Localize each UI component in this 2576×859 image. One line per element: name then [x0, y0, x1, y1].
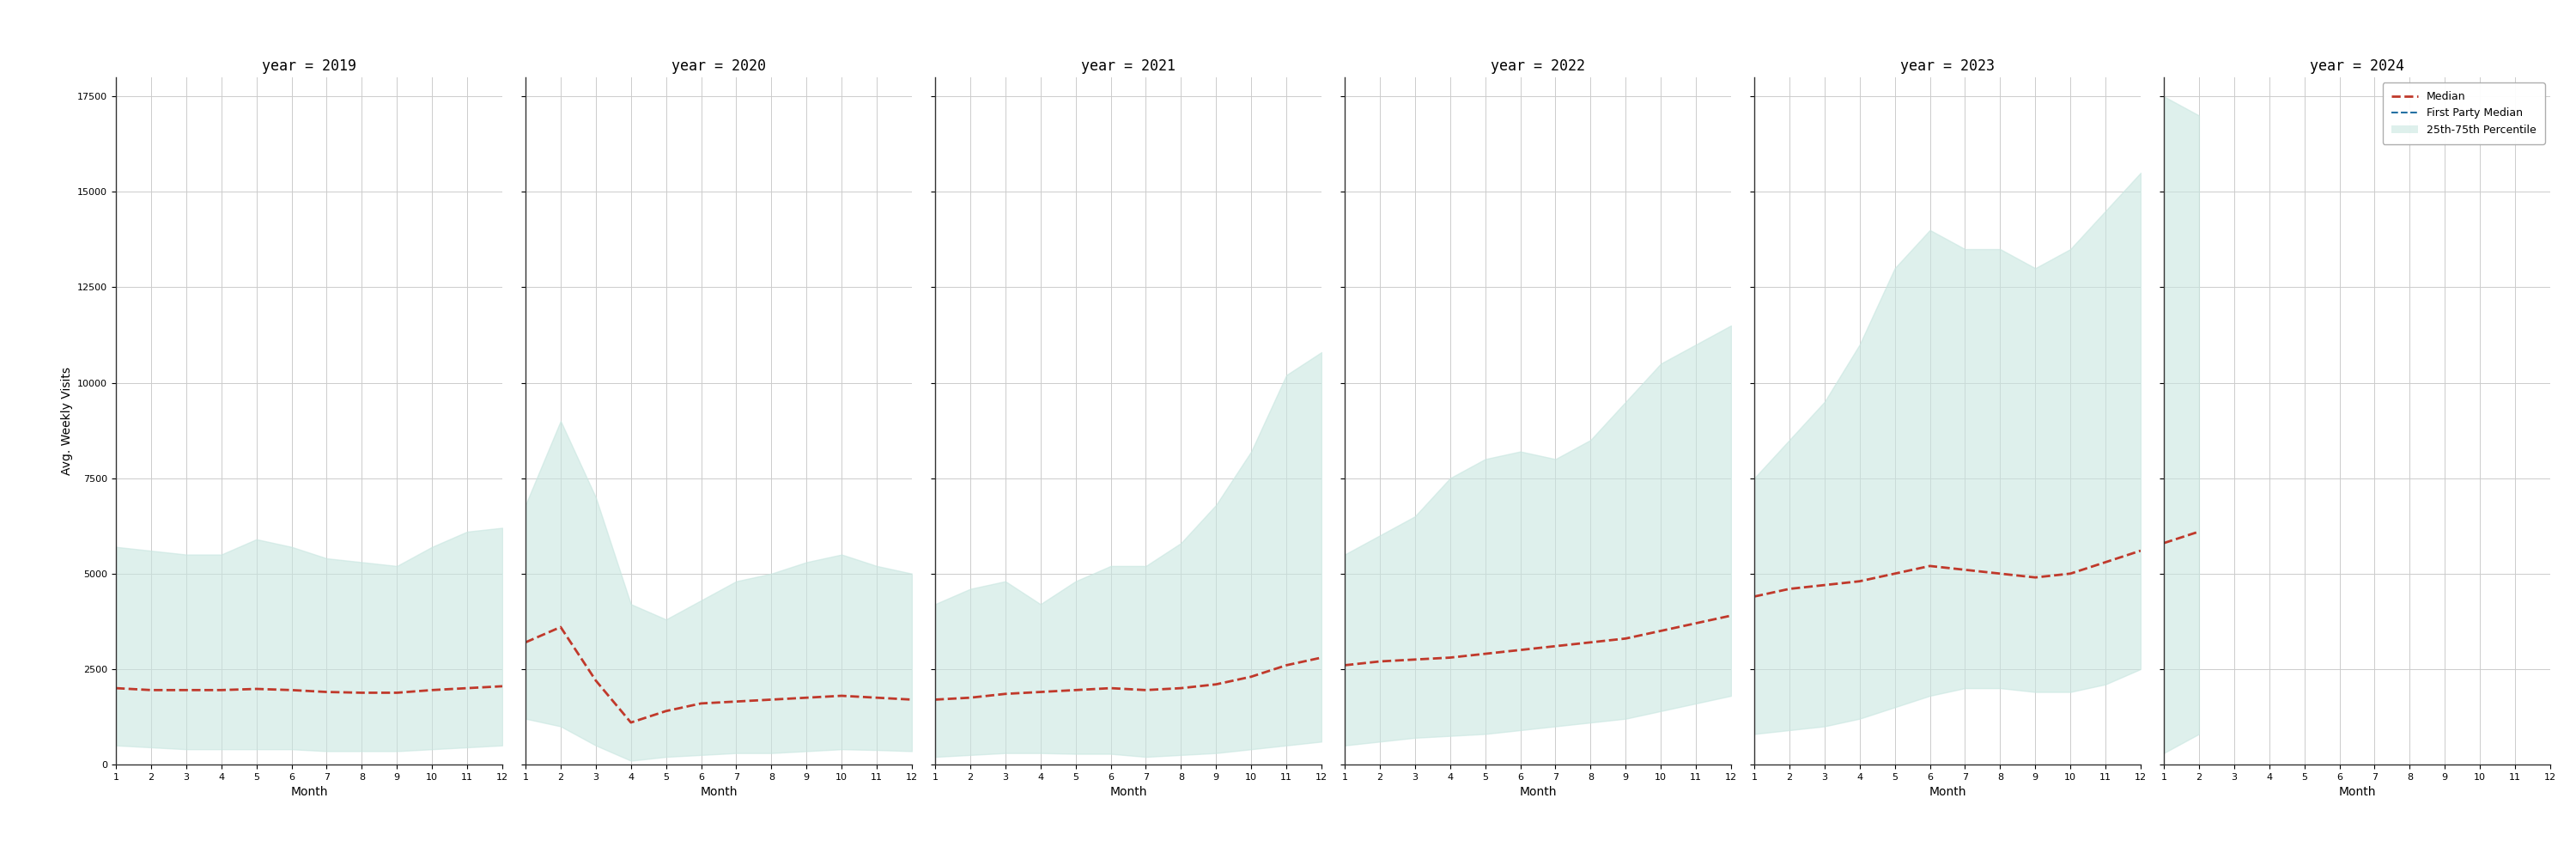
Y-axis label: Avg. Weekly Visits: Avg. Weekly Visits [62, 367, 72, 475]
Median [546, 622, 577, 632]
Median [1504, 645, 1535, 655]
Median [1435, 653, 1466, 663]
Median [1716, 611, 1747, 621]
Title: year = 2020: year = 2020 [672, 58, 765, 74]
Median [989, 689, 1020, 699]
Median [1610, 633, 1641, 643]
Title: year = 2022: year = 2022 [1492, 58, 1584, 74]
Median [1095, 683, 1126, 693]
Median [1775, 584, 1806, 594]
Median [2125, 545, 2156, 556]
Median [1950, 564, 1981, 575]
Median [1844, 576, 1875, 587]
X-axis label: Month: Month [2339, 786, 2375, 798]
Title: year = 2023: year = 2023 [1901, 58, 1994, 74]
Title: year = 2021: year = 2021 [1082, 58, 1175, 74]
Median [1270, 660, 1301, 670]
Line: Median: Median [116, 686, 502, 692]
Median [1984, 569, 2014, 579]
Median [1646, 625, 1677, 636]
Median [170, 685, 201, 695]
Median [1164, 683, 1195, 693]
Line: Median: Median [2164, 532, 2200, 543]
X-axis label: Month: Month [1110, 786, 1146, 798]
Median [345, 687, 376, 698]
Median [2056, 569, 2087, 579]
Median [616, 717, 647, 728]
Median [312, 687, 343, 698]
Median [417, 685, 448, 695]
Line: Median: Median [526, 627, 912, 722]
Median [956, 692, 987, 703]
Median [381, 687, 412, 698]
Title: year = 2024: year = 2024 [2311, 58, 2403, 74]
Median [1739, 591, 1770, 601]
Median [451, 683, 482, 693]
Median [755, 694, 786, 704]
Median [242, 684, 273, 694]
Median [206, 685, 237, 695]
Median [1680, 618, 1710, 629]
Median [1808, 580, 1839, 590]
Line: Median: Median [1345, 616, 1731, 665]
Median [896, 694, 927, 704]
Median [1574, 637, 1605, 648]
Line: Median: Median [1754, 551, 2141, 596]
Median [1061, 685, 1092, 695]
Median [2020, 572, 2050, 582]
Median [2148, 538, 2179, 548]
Median [2184, 527, 2215, 537]
Median [860, 692, 891, 703]
X-axis label: Month: Month [1520, 786, 1556, 798]
X-axis label: Month: Month [701, 786, 737, 798]
Median [1914, 561, 1945, 571]
Median [920, 694, 951, 704]
X-axis label: Month: Month [1929, 786, 1965, 798]
Median [827, 691, 858, 701]
Median [685, 698, 716, 709]
Median [721, 697, 752, 707]
Median [510, 637, 541, 648]
Median [580, 675, 611, 685]
Median [1236, 672, 1267, 682]
Median [2089, 557, 2120, 567]
Median [1329, 660, 1360, 670]
Median [1540, 641, 1571, 651]
Median [100, 683, 131, 693]
Median [1399, 655, 1430, 665]
Median [487, 681, 518, 691]
Median [276, 685, 307, 695]
Median [137, 685, 167, 695]
Title: year = 2019: year = 2019 [263, 58, 355, 74]
Median [1365, 656, 1396, 667]
Median [1131, 685, 1162, 695]
Median [791, 692, 822, 703]
Median [1025, 687, 1056, 698]
Median [1306, 653, 1337, 663]
Median [1200, 679, 1231, 690]
X-axis label: Month: Month [291, 786, 327, 798]
Median [652, 706, 683, 716]
Line: Median: Median [935, 658, 1321, 699]
Median [1471, 649, 1502, 659]
Legend: Median, First Party Median, 25th-75th Percentile: Median, First Party Median, 25th-75th Pe… [2383, 82, 2545, 144]
Median [1880, 569, 1911, 579]
